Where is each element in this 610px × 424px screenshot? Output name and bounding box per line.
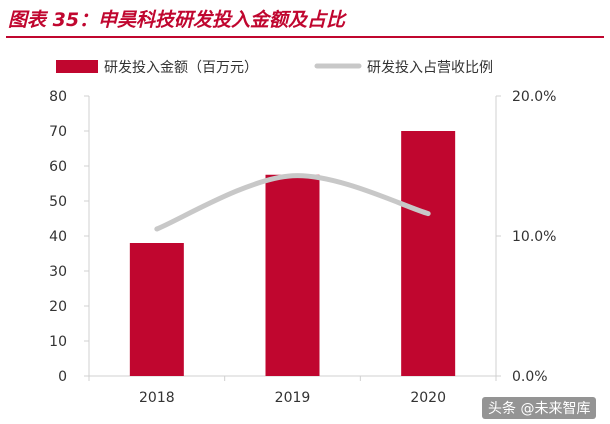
legend-label-bar: 研发投入金额（百万元）: [104, 60, 258, 76]
bar: [265, 174, 320, 376]
y-tick-label: 60: [49, 159, 67, 175]
legend-swatch-bar: [56, 60, 98, 73]
legend: 研发投入金额（百万元） 研发投入占营收比例: [56, 60, 493, 76]
legend-label-line: 研发投入占营收比例: [367, 60, 493, 76]
x-tick-label: 2020: [410, 390, 446, 406]
y-tick-label: 50: [49, 194, 67, 210]
y2-tick-label: 20.0%: [512, 89, 556, 105]
x-tick-label: 2019: [275, 390, 311, 406]
y-tick-label: 10: [49, 334, 67, 350]
y-tick-label: 80: [49, 89, 67, 105]
y2-tick-label: 10.0%: [512, 229, 556, 245]
x-tick-label: 2018: [139, 390, 175, 406]
y-tick-label: 0: [58, 369, 67, 385]
bar: [401, 131, 456, 376]
ratio-line: [154, 173, 431, 232]
y-tick-label: 40: [49, 229, 67, 245]
y-tick-label: 20: [49, 299, 67, 315]
bar: [129, 243, 184, 376]
figure-title: 图表 35：申昊科技研发投入金额及占比: [8, 9, 346, 31]
title-underline: [6, 36, 604, 38]
y-tick-label: 30: [49, 264, 67, 280]
y-tick-label: 70: [49, 124, 67, 140]
watermark: 头条 @未来智库: [482, 397, 597, 419]
y2-tick-label: 0.0%: [512, 369, 548, 385]
